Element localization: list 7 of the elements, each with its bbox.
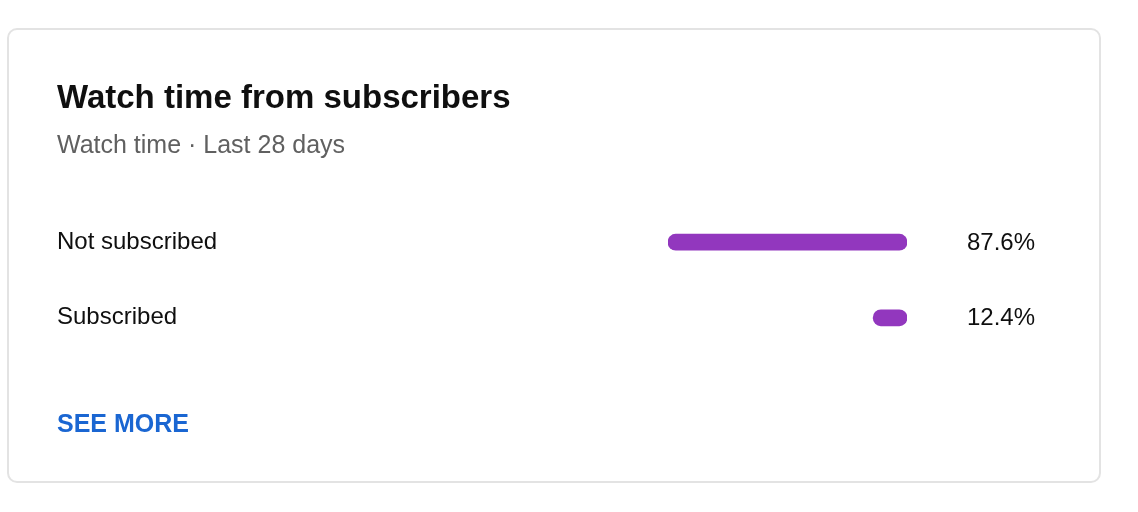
y-tick-label: Subscribed bbox=[57, 302, 178, 330]
data-label: 87.6% bbox=[966, 227, 1035, 255]
y-tick-label: Not subscribed bbox=[57, 226, 218, 254]
text: Watch time · Last 28 days bbox=[57, 130, 346, 158]
data-label: 12.4% bbox=[966, 303, 1035, 331]
text: Watch time from subscribers bbox=[57, 78, 511, 115]
text: SEE MORE bbox=[57, 409, 189, 437]
